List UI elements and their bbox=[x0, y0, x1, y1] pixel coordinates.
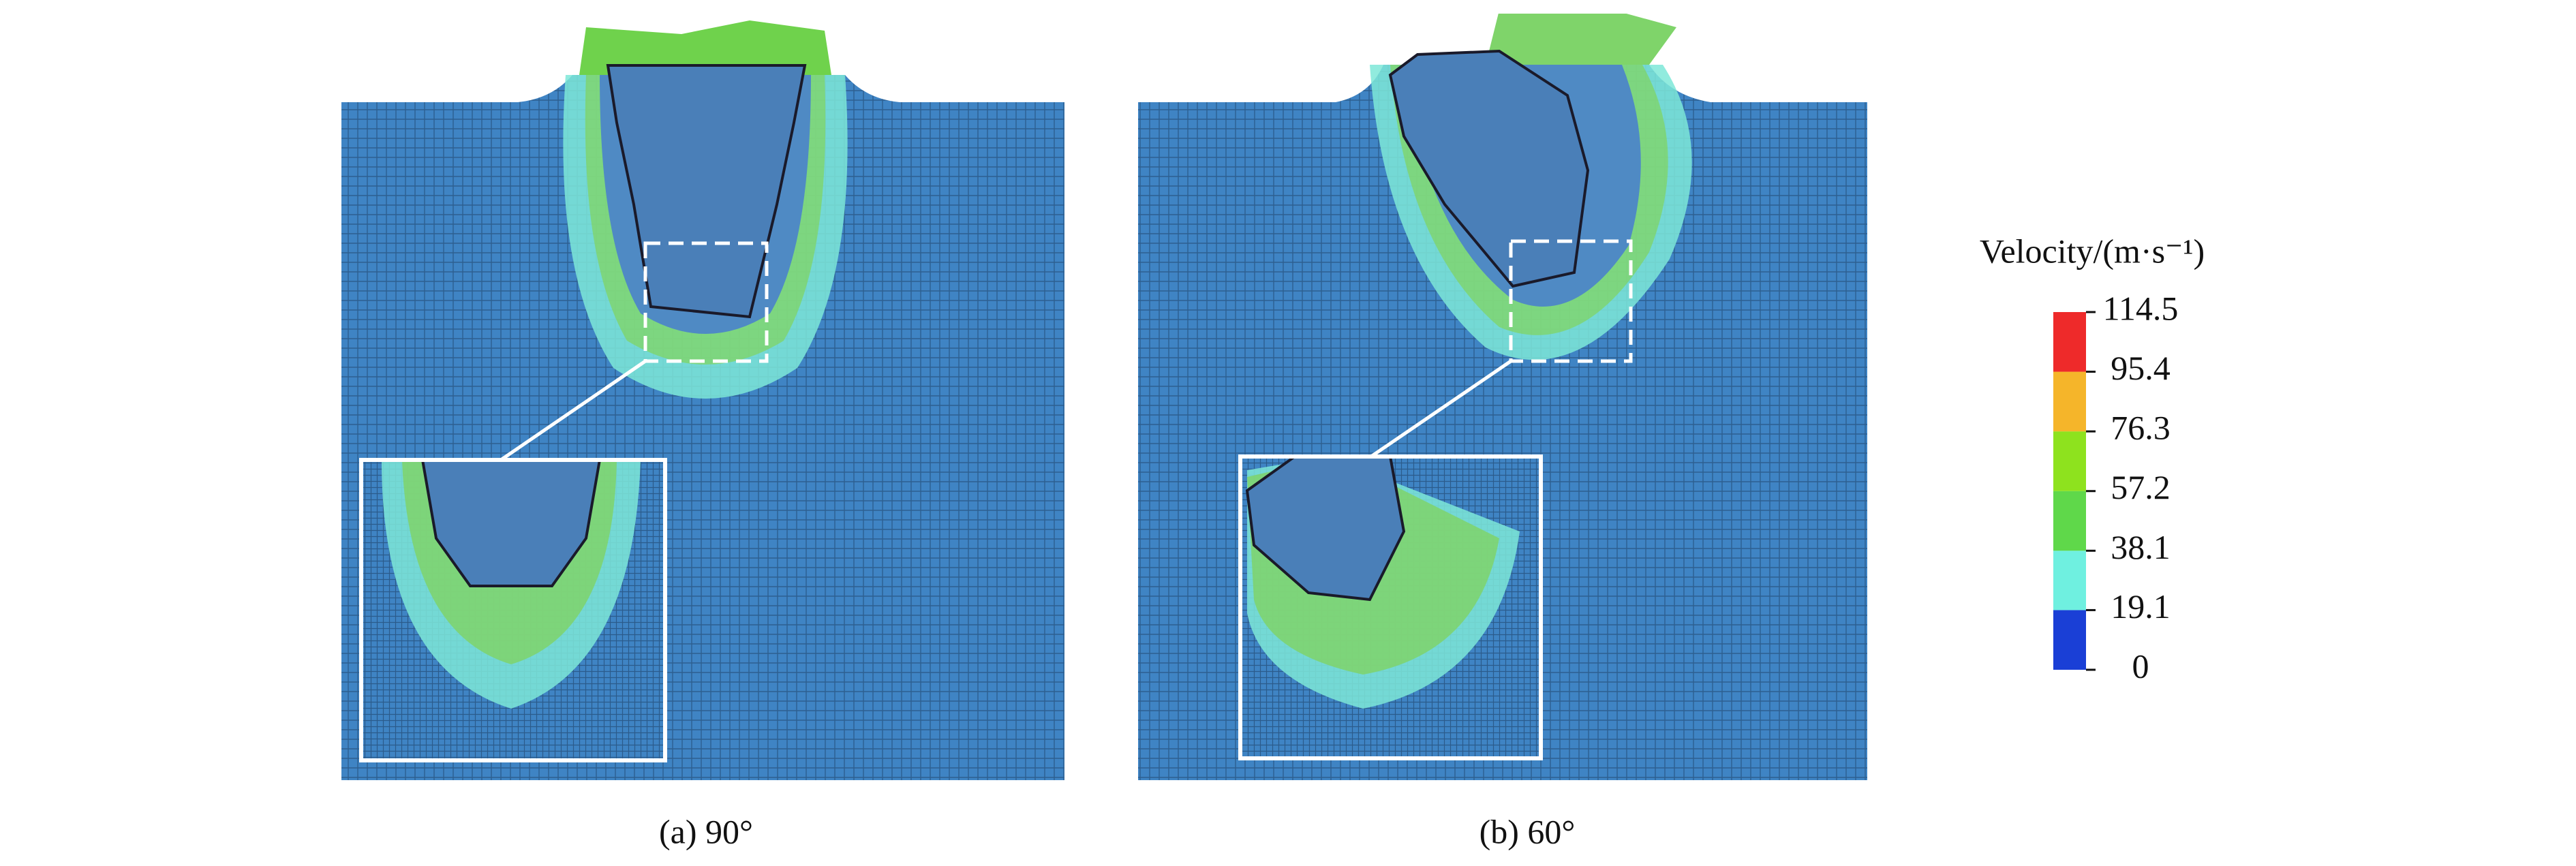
colorbar-tick-label: 95.4 bbox=[2111, 349, 2171, 387]
caption: (b) 60° bbox=[1479, 812, 1576, 850]
panel-b bbox=[1138, 14, 1867, 780]
colorbar-title: Velocity/(m·s⁻¹) bbox=[1980, 232, 2205, 270]
colorbar-segment bbox=[2053, 491, 2086, 551]
colorbar: 0 19.1 38.1 57.2 76.3 95.4 114.5 bbox=[2053, 289, 2178, 685]
inset bbox=[359, 458, 667, 762]
panel-a bbox=[341, 20, 1064, 780]
colorbar-tick-label: 76.3 bbox=[2111, 409, 2171, 447]
inset bbox=[1238, 454, 1543, 760]
caption: (a) 90° bbox=[659, 812, 753, 850]
colorbar-tick-label: 19.1 bbox=[2111, 587, 2171, 625]
zoom-line bbox=[1370, 359, 1512, 459]
zoom-line bbox=[500, 359, 647, 462]
colorbar-segment bbox=[2053, 312, 2086, 372]
colorbar-segment bbox=[2053, 551, 2086, 610]
colorbar-tick-label: 57.2 bbox=[2111, 468, 2171, 506]
colorbar-segment bbox=[2053, 371, 2086, 432]
colorbar-tick-label: 38.1 bbox=[2111, 528, 2171, 566]
colorbar-segment bbox=[2053, 610, 2086, 670]
zoom-box bbox=[1509, 239, 1633, 363]
spatter bbox=[1486, 14, 1676, 65]
zoom-box bbox=[643, 241, 769, 363]
colorbar-segment bbox=[2053, 431, 2086, 491]
colorbar-tick-label: 0 bbox=[2132, 647, 2149, 685]
keyhole bbox=[606, 64, 807, 319]
spatter bbox=[579, 20, 831, 75]
colorbar-tick-label: 114.5 bbox=[2103, 289, 2179, 327]
keyhole bbox=[1388, 49, 1590, 288]
